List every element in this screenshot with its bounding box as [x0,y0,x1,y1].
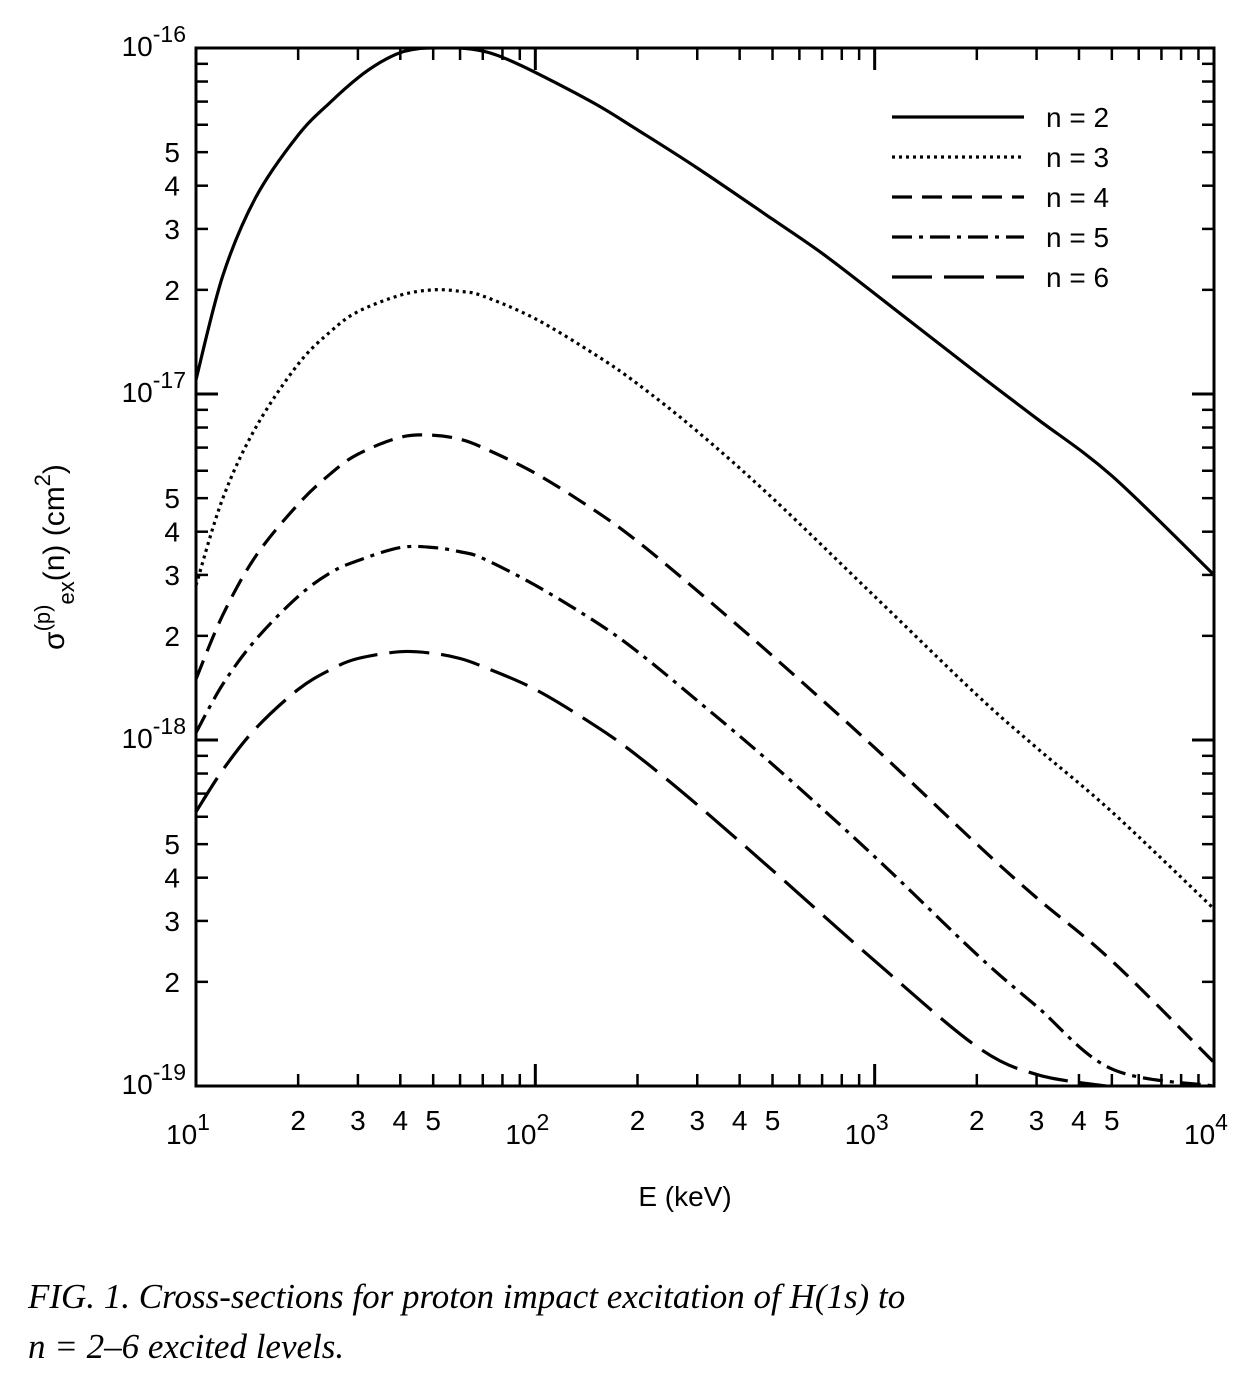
x-tick-label: 2 [290,1105,306,1136]
x-major-tick-label: 103 [845,1109,889,1150]
x-major-tick-label: 101 [166,1109,210,1150]
y-tick-label: 3 [164,906,180,937]
x-tick-label: 4 [1071,1105,1087,1136]
plot-frame [194,46,1216,1088]
y-tick-label: 5 [164,137,180,168]
x-tick-label: 5 [425,1105,441,1136]
y-tick-label: 2 [164,967,180,998]
y-tick-label: 5 [164,483,180,514]
y-major-tick-label: 10-19 [122,1059,186,1100]
legend-label-n6: n = 6 [1046,262,1109,293]
figure-caption: FIG. 1. Cross-sections for proton impact… [28,1272,1228,1372]
legend-label-n4: n = 4 [1046,182,1109,213]
y-axis-label: σ(p)ex(n) (cm2) [30,464,79,650]
y-major-tick-label: 10-18 [122,713,186,754]
x-tick-label: 4 [732,1105,748,1136]
y-tick-label: 4 [164,863,180,894]
x-tick-label: 2 [630,1105,646,1136]
x-major-tick-label: 104 [1184,1109,1228,1150]
caption-line-1: FIG. 1. Cross-sections for proton impact… [28,1277,906,1316]
x-axis-label: E (keV) [638,1181,731,1212]
caption-line-2: n = 2–6 excited levels. [28,1327,345,1366]
y-tick-label: 4 [164,517,180,548]
x-tick-label: 2 [969,1105,985,1136]
y-tick-label: 3 [164,560,180,591]
x-tick-label: 4 [393,1105,409,1136]
y-tick-label: 4 [164,171,180,202]
legend-label-n2: n = 2 [1046,102,1109,133]
x-tick-label: 3 [1029,1105,1045,1136]
series-line-n3 [196,288,1214,911]
legend: n = 2 n = 3 n = 4 n = 5 n = 6 [892,102,1109,293]
series-line-n5 [196,544,1214,1086]
x-major-tick-label: 102 [505,1109,549,1150]
legend-label-n5: n = 5 [1046,222,1109,253]
legend-label-n3: n = 3 [1046,142,1109,173]
x-tick-label: 3 [689,1105,705,1136]
y-tick-label: 5 [164,829,180,860]
y-tick-label: 2 [164,621,180,652]
series-line-n4 [196,433,1214,1064]
y-tick-label: 2 [164,275,180,306]
y-major-tick-label: 10-16 [122,21,186,62]
y-major-tick-label: 10-17 [122,367,186,408]
y-tick-label: 3 [164,214,180,245]
series-line-n6 [196,649,1107,1086]
tick-layer [194,46,1216,1088]
x-tick-label: 5 [765,1105,781,1136]
x-tick-label: 5 [1104,1105,1120,1136]
x-tick-label: 3 [350,1105,366,1136]
